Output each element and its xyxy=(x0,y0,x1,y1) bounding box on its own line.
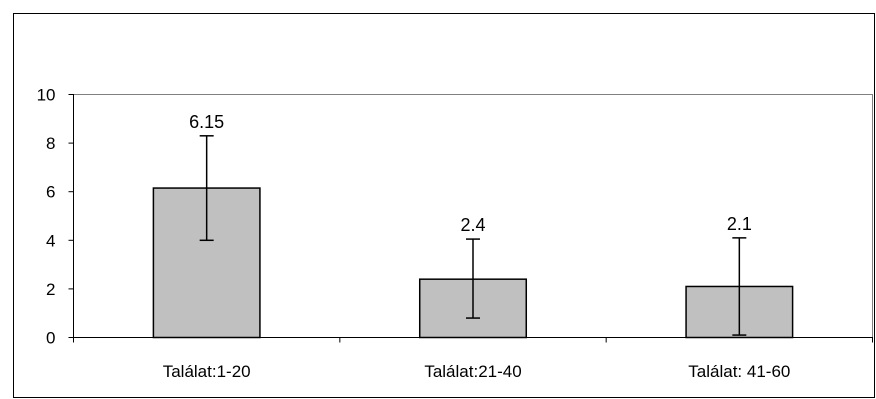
y-tick-label: 10 xyxy=(37,86,56,105)
x-ticks xyxy=(73,337,873,343)
y-tick-label: 6 xyxy=(46,183,55,202)
error-bars xyxy=(199,135,747,336)
category-labels: Találat:1-20 Találat:21-40 Találat: 41-60 xyxy=(163,362,791,381)
y-tick-label: 2 xyxy=(46,280,55,299)
y-tick-label: 4 xyxy=(46,231,55,250)
y-tick-label: 8 xyxy=(46,134,55,153)
category-label-1: Találat:1-20 xyxy=(163,362,251,381)
category-label-2: Találat:21-40 xyxy=(424,362,521,381)
category-label-3: Találat: 41-60 xyxy=(688,362,790,381)
y-tick-label: 0 xyxy=(46,329,55,348)
data-label-3: 2.1 xyxy=(727,214,752,234)
y-ticks: 0 2 4 6 8 10 xyxy=(37,86,74,348)
data-labels: 6.15 2.4 2.1 xyxy=(189,112,752,235)
data-label-1: 6.15 xyxy=(189,112,224,132)
data-label-2: 2.4 xyxy=(460,215,485,235)
chart-frame xyxy=(13,13,875,398)
